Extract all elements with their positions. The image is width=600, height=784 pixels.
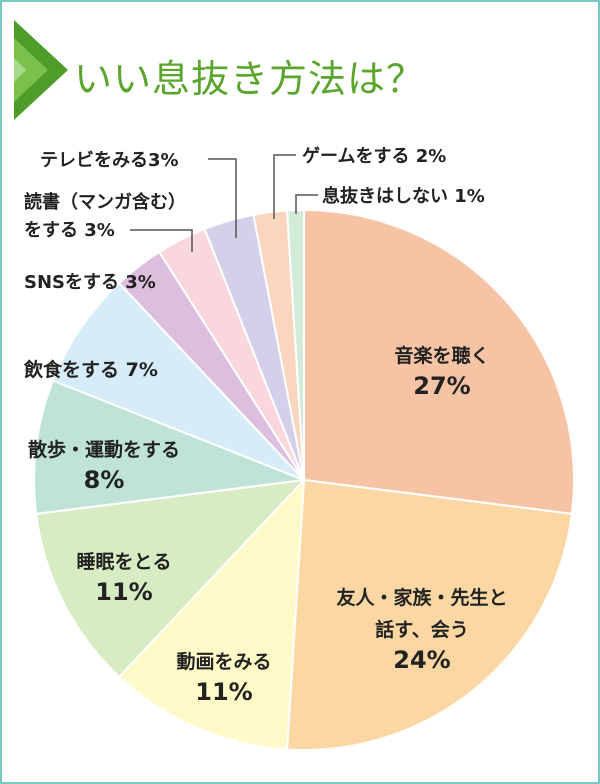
slice-label-2: 友人・家族・先生と話す、会う 24%	[336, 586, 507, 674]
slice-label-6: 飲食をする 7%	[23, 358, 158, 381]
pie-slice-2	[285, 478, 573, 751]
slice-label-10: ゲームをする 2%	[302, 145, 446, 167]
slice-label-8: 読書（マンガ含む）をする 3%	[24, 191, 186, 241]
slice-label-1: 音楽を聴く 27%	[394, 344, 489, 400]
slice-label-3: 動画をみる 11%	[176, 651, 271, 706]
pie-slice-5	[33, 379, 305, 515]
chart-title: いい息抜き方法は？	[74, 57, 426, 101]
slice-label-7: SNSをする 3%	[24, 272, 156, 293]
leader-line-10	[273, 154, 296, 219]
pie-slice-3	[117, 477, 306, 751]
slice-label-5: 散歩・運動をする 8%	[28, 438, 180, 494]
slice-label-4: 睡眠をとる 11%	[76, 551, 171, 606]
leader-line-9	[208, 158, 237, 238]
slice-label-9: テレビをみる3%	[40, 150, 179, 171]
chart-header: いい息抜き方法は？	[2, 20, 598, 140]
leader-line-11	[295, 194, 318, 214]
pie-slice-6	[51, 281, 305, 481]
slice-label-11: 息抜きはしない 1%	[322, 185, 485, 207]
leader-line-8	[130, 229, 193, 252]
green-chevron-arrow-icon	[14, 20, 68, 120]
pie-slice-4	[35, 478, 307, 679]
pie-slice-1	[303, 208, 575, 515]
